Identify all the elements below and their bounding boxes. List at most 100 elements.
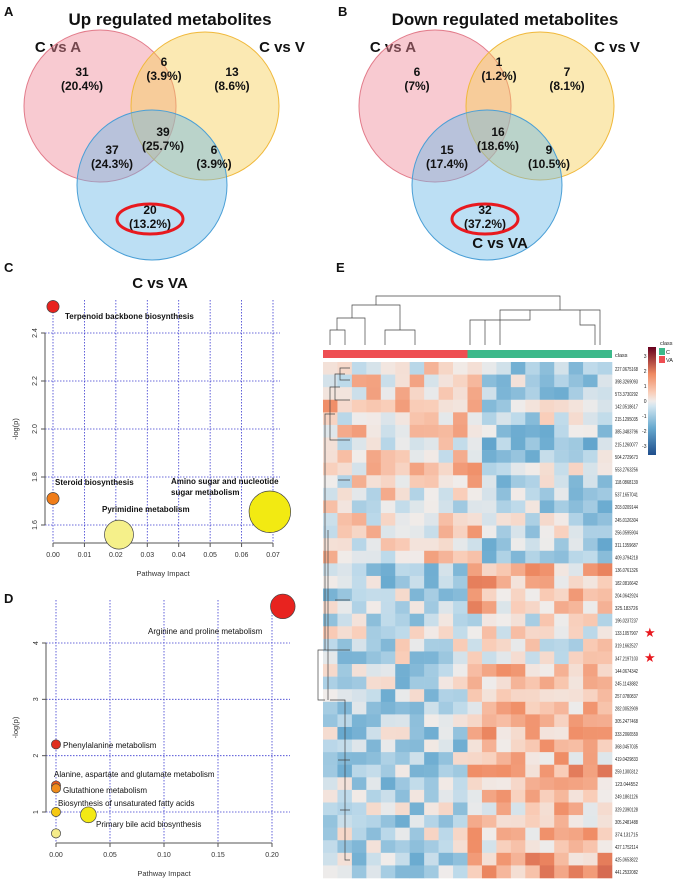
heatmap-cell <box>467 588 483 602</box>
heatmap-cell <box>467 840 483 854</box>
heatmap-cell <box>597 374 613 388</box>
heatmap-cell <box>467 664 483 677</box>
heatmap-cell <box>366 462 382 476</box>
y-axis-label: -log(p) <box>11 716 20 738</box>
heatmap-cell <box>510 588 526 602</box>
heatmap-cell <box>424 676 439 690</box>
heatmap-cell <box>554 462 569 476</box>
heatmap-cell <box>337 513 353 526</box>
heatmap-cell <box>583 739 598 753</box>
heatmap-cell <box>539 664 555 677</box>
heatmap-cell <box>467 789 483 803</box>
heatmap-cell <box>380 399 396 413</box>
region-percent: (3.9%) <box>196 157 231 171</box>
heatmap-cell <box>539 462 555 476</box>
scale-tick-label: 0 <box>644 399 647 405</box>
heatmap-cell <box>510 764 526 778</box>
heatmap-cell <box>380 664 396 677</box>
heatmap-cell <box>481 752 497 766</box>
heatmap-cell <box>481 362 497 375</box>
heatmap-cell <box>366 777 382 791</box>
heatmap-cell <box>510 412 526 426</box>
heatmap-cell <box>554 626 569 640</box>
heatmap-cell <box>409 764 425 778</box>
heatmap-cell <box>568 777 584 791</box>
heatmap-cell <box>597 462 613 476</box>
heatmap-cell <box>510 575 526 589</box>
region-count: 37 <box>105 143 119 157</box>
row-label: 215.1295035 <box>615 417 638 423</box>
heatmap-cell <box>366 626 382 640</box>
heatmap-cell <box>467 487 483 501</box>
heatmap-cell <box>409 374 425 388</box>
heatmap-cell <box>481 777 497 791</box>
y-tick-label: 2.0 <box>32 424 39 434</box>
heatmap-cell <box>496 764 512 778</box>
heatmap-cell <box>510 852 526 866</box>
heatmap-cell <box>554 588 569 602</box>
heatmap-cell <box>453 626 468 640</box>
heatmap-cell <box>510 513 526 526</box>
heatmap-cell <box>337 387 353 401</box>
heatmap-cell <box>453 601 468 615</box>
heatmap-cell <box>351 399 367 413</box>
heatmap-cell <box>395 575 410 589</box>
heatmap-cell <box>366 701 382 715</box>
heatmap-cell <box>409 387 425 401</box>
heatmap-cell <box>337 475 353 489</box>
heatmap-cell <box>380 601 396 615</box>
heatmap-cell <box>554 827 569 841</box>
x-tick-label: 0.07 <box>266 552 280 559</box>
heatmap-cell <box>395 563 410 577</box>
heatmap-cell <box>351 840 367 854</box>
row-label: 182.0816642 <box>615 581 638 587</box>
heatmap-cell <box>438 399 454 413</box>
star-icon: ★ <box>644 650 656 665</box>
heatmap-cell <box>568 374 584 388</box>
heatmap-cell <box>323 852 338 866</box>
heatmap-cell <box>568 613 584 627</box>
heatmap-cell <box>510 815 526 828</box>
heatmap-cell <box>323 450 338 463</box>
heatmap-cell <box>323 563 338 577</box>
heatmap-cell <box>424 462 439 476</box>
heatmap-cell <box>467 601 483 615</box>
heatmap-cell <box>395 815 410 828</box>
heatmap-cell <box>395 374 410 388</box>
heatmap-cell <box>583 563 598 577</box>
heatmap-cell <box>525 777 541 791</box>
heatmap-cell <box>583 689 598 703</box>
heatmap-cell <box>568 525 584 539</box>
heatmap-cell <box>380 487 396 501</box>
heatmap-cell <box>409 550 425 564</box>
heatmap-cell <box>395 538 410 552</box>
heatmap-cell <box>496 664 512 677</box>
heatmap-cell <box>351 714 367 728</box>
set-circle-c-vs-va <box>411 109 563 261</box>
heatmap-cell <box>366 802 382 816</box>
heatmap-cell <box>323 487 338 501</box>
heatmap-cell <box>597 789 613 803</box>
heatmap-cell <box>323 399 338 413</box>
region-count: 9 <box>546 143 553 157</box>
heatmap-cell <box>366 500 382 514</box>
heatmap-cell <box>351 789 367 803</box>
class-bar-c <box>467 350 612 358</box>
heatmap-cell <box>424 777 439 791</box>
region-percent: (17.4%) <box>426 157 468 171</box>
heatmap-cell <box>323 865 338 879</box>
region-count: 20 <box>143 203 157 217</box>
heatmap-cell <box>481 525 497 539</box>
heatmap-cell <box>583 601 598 615</box>
star-icon: ★ <box>644 625 656 640</box>
heatmap-cell <box>554 852 569 866</box>
heatmap-cell <box>568 538 584 552</box>
heatmap-cell <box>409 865 425 879</box>
heatmap-cell <box>424 827 439 841</box>
heatmap-cell <box>453 387 468 401</box>
heatmap-cell <box>366 437 382 451</box>
set-circle-c-vs-va <box>76 109 228 261</box>
heatmap-cell <box>337 664 353 677</box>
heatmap-cell <box>539 399 555 413</box>
heatmap-cell <box>568 387 584 401</box>
